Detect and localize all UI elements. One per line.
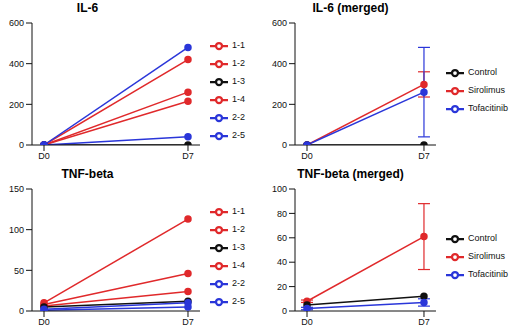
html-text:1-2: 1-2: [232, 223, 245, 234]
html-text:Control: Control: [468, 232, 497, 243]
html-text:Sirolimus: Sirolimus: [468, 85, 505, 96]
svg-text:600: 600: [9, 18, 24, 28]
svg-text:80: 80: [277, 208, 287, 218]
svg-text:200: 200: [272, 100, 287, 110]
html-text:1-4: 1-4: [232, 259, 245, 270]
html-text:2-5: 2-5: [232, 130, 245, 141]
svg-text:60: 60: [277, 232, 287, 242]
svg-text:D0: D0: [38, 317, 50, 327]
html-text:TNF-beta (merged): TNF-beta (merged): [297, 166, 404, 181]
html-text:Sirolimus: Sirolimus: [468, 250, 505, 261]
html-text:2-2: 2-2: [232, 277, 245, 288]
svg-text:100: 100: [9, 224, 24, 234]
svg-text:100: 100: [272, 184, 287, 194]
html-text:Tofacitinib: Tofacitinib: [468, 268, 508, 279]
svg-text:0: 0: [282, 140, 287, 150]
svg-text:50: 50: [14, 265, 24, 275]
svg-text:D7: D7: [182, 317, 194, 327]
svg-text:400: 400: [272, 59, 287, 69]
svg-text:0: 0: [19, 140, 24, 150]
svg-text:D7: D7: [182, 151, 194, 161]
html-text:TNF-beta: TNF-beta: [61, 166, 114, 181]
svg-text:0: 0: [19, 306, 24, 316]
svg-text:0: 0: [282, 306, 287, 316]
html-text:IL-6 (merged): IL-6 (merged): [312, 1, 389, 15]
svg-text:150: 150: [9, 184, 24, 194]
html-text:2-5: 2-5: [232, 295, 245, 306]
html-text:IL-6: IL-6: [76, 1, 99, 15]
svg-text:40: 40: [277, 257, 287, 267]
svg-text:D0: D0: [301, 317, 313, 327]
svg-text:20: 20: [277, 281, 287, 291]
html-text:1-2: 1-2: [232, 58, 245, 69]
svg-text:200: 200: [9, 100, 24, 110]
html-text:1-3: 1-3: [232, 241, 245, 252]
html-text:2-2: 2-2: [232, 112, 245, 123]
svg-text:600: 600: [272, 18, 287, 28]
html-text:Tofacitinib: Tofacitinib: [468, 103, 508, 114]
svg-text:D7: D7: [418, 151, 430, 161]
html-text:1-1: 1-1: [232, 40, 245, 51]
html-text:1-3: 1-3: [232, 76, 245, 87]
svg-text:400: 400: [9, 59, 24, 69]
svg-text:D7: D7: [418, 317, 430, 327]
html-text:1-1: 1-1: [232, 205, 245, 216]
svg-text:D0: D0: [38, 151, 50, 161]
svg-text:D0: D0: [301, 151, 313, 161]
html-text:1-4: 1-4: [232, 94, 245, 105]
html-text:Control: Control: [468, 67, 497, 78]
